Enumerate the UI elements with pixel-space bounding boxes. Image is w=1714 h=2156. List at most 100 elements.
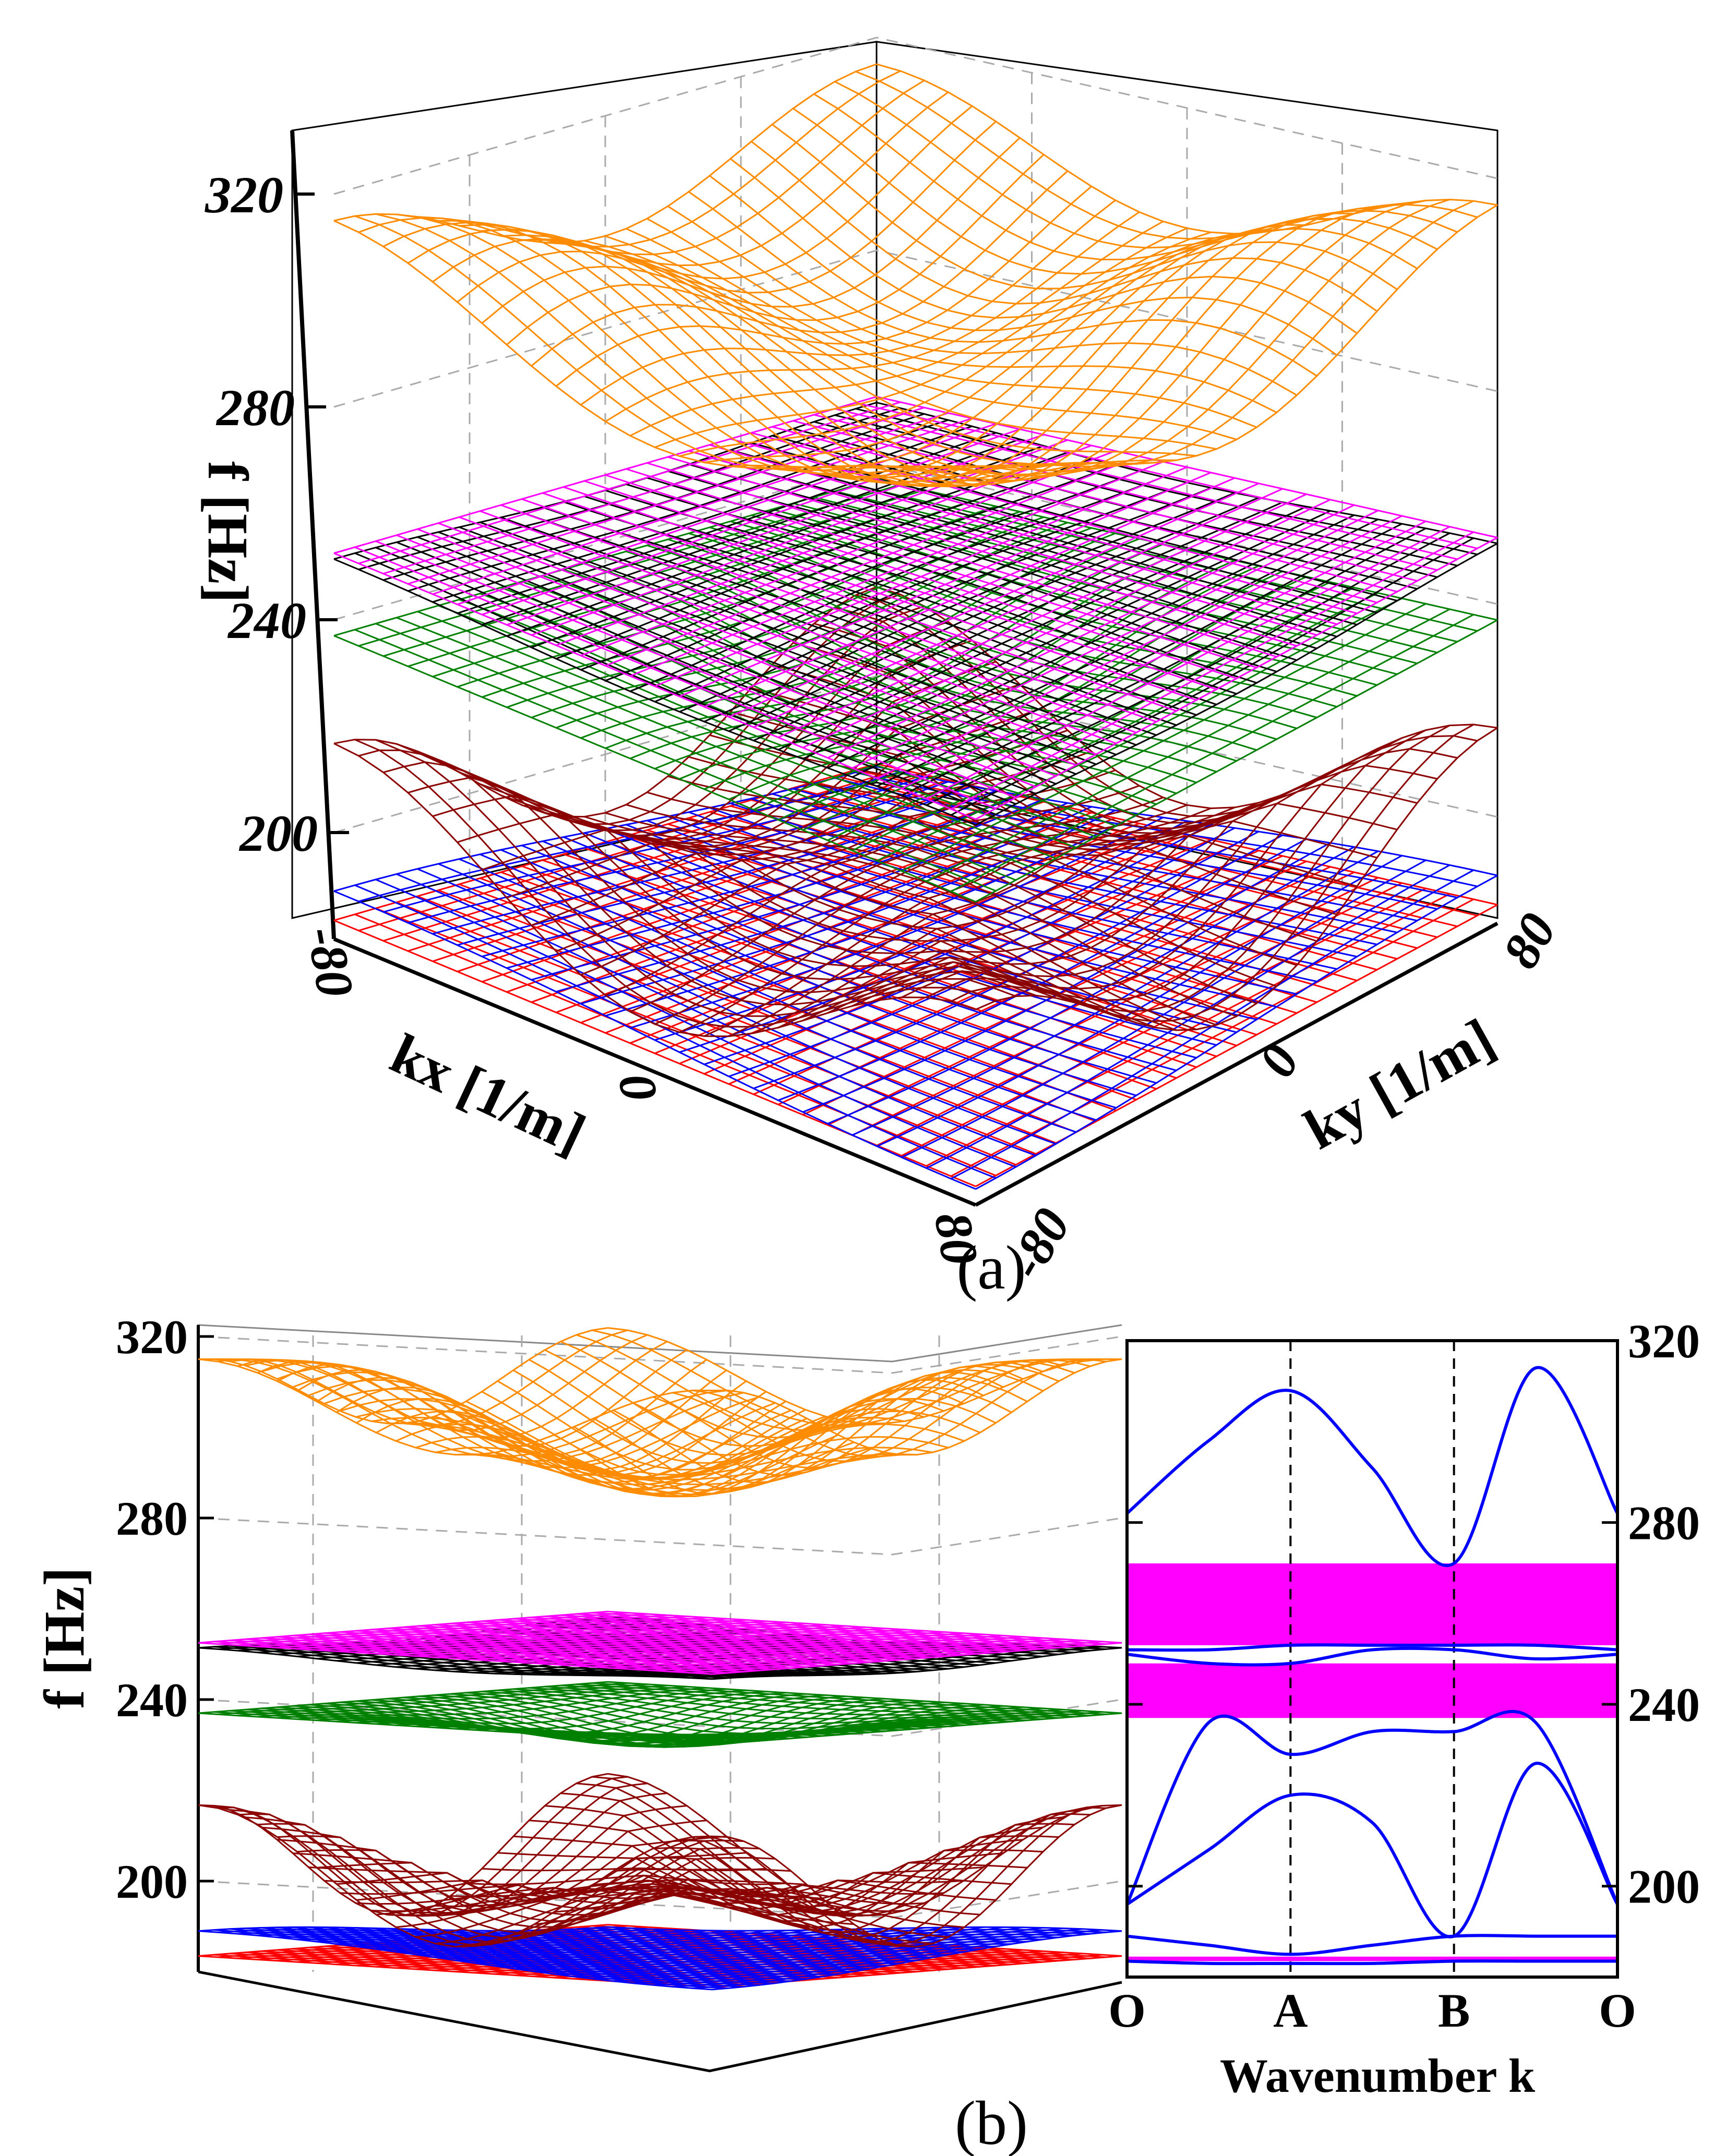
mesh-line [802, 842, 1331, 1113]
surface-darkred-a [333, 586, 1498, 1038]
mesh-line [679, 554, 1212, 780]
z-tick-label: 240 [227, 592, 306, 649]
mesh-line [730, 711, 1358, 887]
mesh-line [545, 1685, 1059, 1719]
mesh-line [975, 874, 1498, 1190]
mesh-line [592, 1776, 1106, 1917]
mesh-line [802, 510, 1331, 760]
mesh-line [730, 158, 1358, 334]
mesh-line [813, 782, 1437, 910]
mesh-line [712, 1647, 1122, 1680]
mesh-line [728, 850, 1259, 1085]
mesh-line [593, 1926, 1003, 1980]
mesh-line [545, 1929, 1059, 1942]
z-tick-label: 280 [116, 1492, 188, 1545]
mesh-line [975, 537, 1498, 820]
y-tick-label: 200 [1628, 1860, 1700, 1913]
mesh-line [450, 1622, 965, 1656]
mesh-line [730, 449, 1358, 625]
mesh-line [245, 1816, 760, 1939]
mesh-line [605, 474, 1237, 679]
kx-tick-label: 0 [607, 1069, 669, 1105]
surfaces-a [333, 63, 1498, 1190]
mesh-line [827, 504, 1355, 759]
mesh-line [673, 1645, 1083, 1678]
mesh-line [951, 724, 1474, 1022]
dispersion-branch-2 [1126, 1762, 1619, 1938]
mesh-line [926, 608, 1451, 882]
mesh-line [901, 603, 1427, 872]
mesh-line [646, 791, 1277, 987]
ky-axis-label: ky [1/m] [1294, 1006, 1505, 1162]
mesh-line [728, 483, 1259, 718]
floor-edge-b [198, 1970, 1122, 2073]
kx-tick-label: 80 [924, 1208, 990, 1269]
mesh-line [593, 1852, 1003, 1922]
mesh-line [772, 124, 1398, 291]
mesh-line [626, 468, 1257, 669]
mesh-line [712, 1358, 1122, 1456]
mesh-line [407, 91, 949, 267]
mesh-line [607, 1773, 1122, 1917]
mesh-line [704, 233, 1235, 463]
mesh-line [778, 224, 1307, 484]
kx-axis-line [333, 937, 977, 1207]
mesh-line [793, 420, 1418, 582]
x-tick-label: A [1273, 1984, 1308, 2037]
mesh-line [482, 1930, 996, 1951]
mesh-line [753, 488, 1283, 728]
mesh-line [358, 594, 901, 825]
mesh-line [576, 1334, 1090, 1431]
surface-blue-b [198, 1926, 1122, 1991]
mesh-line [653, 1638, 1063, 1671]
grid-line [333, 249, 1498, 408]
mesh-line [901, 520, 1427, 790]
mesh-line [877, 202, 1403, 481]
z-axis-label-b: f [Hz] [32, 1567, 96, 1709]
mesh-line [877, 515, 1403, 779]
mesh-line [573, 1866, 984, 1916]
bandgap-1 [1127, 1563, 1617, 1645]
mesh-line [688, 463, 1317, 649]
panel-b-3d-surface: 200 240 280 320 f [Hz] (b) [32, 1310, 1122, 2156]
mesh-line [703, 806, 1236, 1037]
mesh-line [877, 882, 1403, 1147]
mesh-line [852, 510, 1379, 769]
mesh-line [813, 414, 1437, 571]
mesh-line [688, 811, 1317, 982]
mesh-line [679, 472, 1212, 697]
mesh-line [975, 543, 1498, 826]
mesh-line [403, 1626, 917, 1659]
mesh-line [679, 487, 1212, 713]
mesh-line [793, 788, 1418, 922]
mesh-line [646, 218, 1277, 414]
mesh-line [607, 1681, 1122, 1714]
z-axis-a [290, 130, 336, 940]
mesh-line [605, 828, 1237, 1033]
mesh-line [793, 107, 1418, 275]
mesh-line [751, 432, 1377, 604]
mesh-line [673, 1928, 1083, 1988]
panel-b-label: (b) [955, 2088, 1028, 2156]
mesh-line [560, 1684, 1075, 1718]
z-tick-label: 200 [116, 1855, 188, 1908]
plot-frame [1125, 1339, 1619, 1979]
mesh-line [802, 218, 1331, 487]
mesh-line [673, 1710, 1083, 1743]
mesh-line [545, 1616, 1059, 1648]
mesh-line [951, 200, 1474, 479]
dispersion-branch-3 [1125, 1709, 1619, 1905]
z-axis-label-a: f [Hz] [196, 461, 260, 603]
mesh-line [828, 212, 1355, 488]
mesh-line [877, 523, 1403, 787]
y-tick-label: 320 [1628, 1315, 1700, 1368]
mesh-line [613, 1926, 1023, 1982]
z-ticks-a: 200 240 280 320 [205, 166, 349, 862]
surface-orange-b [198, 1327, 1122, 1498]
y-tick-label: 280 [1628, 1497, 1700, 1550]
x-axis-label-2d: Wavenumber k [1220, 2049, 1536, 2102]
mesh-line [605, 211, 1140, 423]
mesh-line [667, 456, 1297, 647]
mesh-line [554, 1879, 964, 1913]
